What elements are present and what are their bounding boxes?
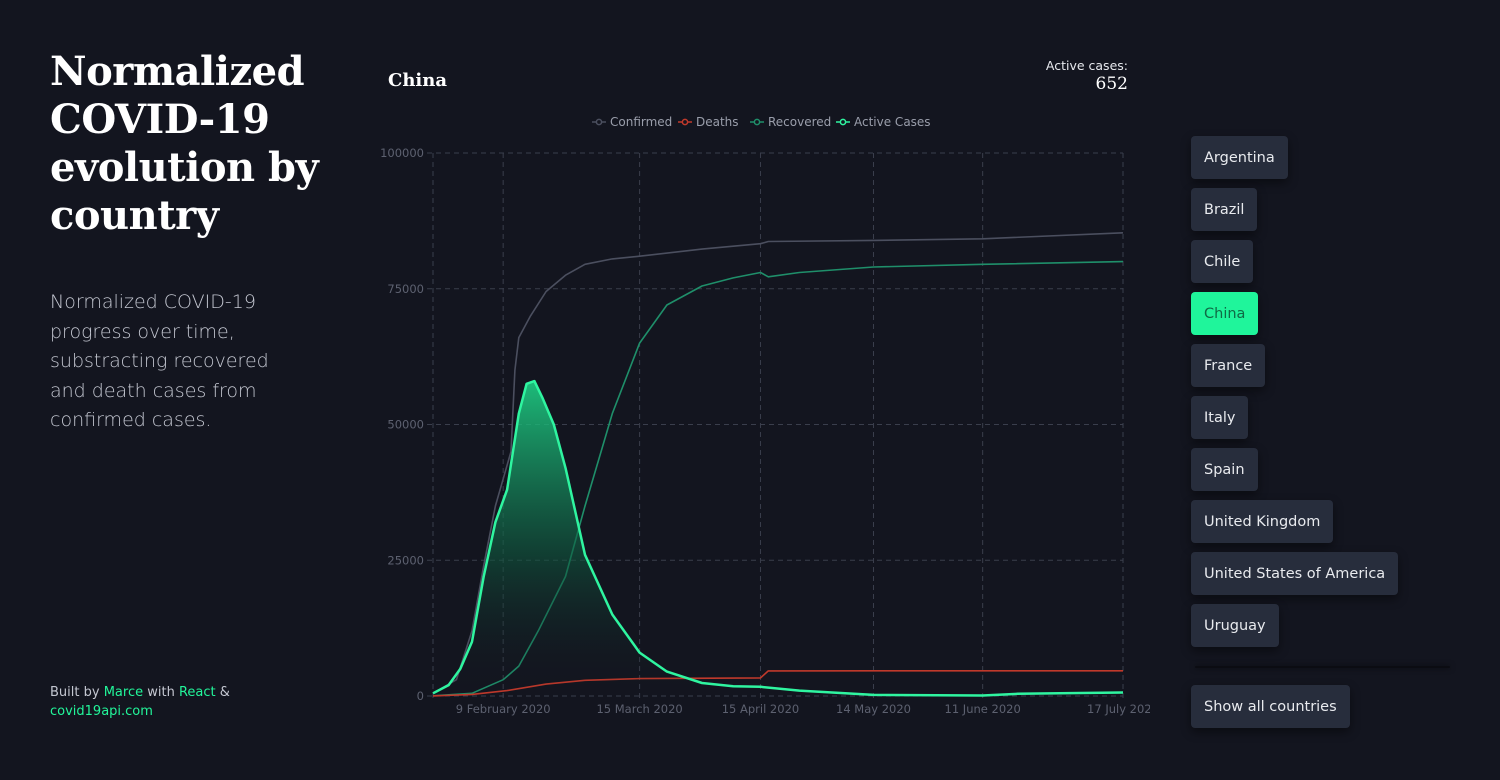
confirmed-line bbox=[432, 232, 1124, 694]
page-description: Normalized COVID-19 progress over time, … bbox=[50, 291, 269, 431]
x-tick-label: 14 May 2020 bbox=[836, 702, 911, 716]
active-cases-label: Active cases: bbox=[1045, 58, 1128, 73]
selected-country-title: China bbox=[388, 70, 448, 91]
show-all-countries-button[interactable]: Show all countries bbox=[1191, 685, 1350, 728]
legend-item-recovered: Recovered bbox=[750, 115, 831, 129]
legend-marker bbox=[753, 118, 761, 126]
x-tick-label: 11 June 2020 bbox=[945, 702, 1021, 716]
page-title: Normalized COVID-19 evolution by country bbox=[50, 48, 319, 239]
country-button-united-states-of-america[interactable]: United States of America bbox=[1191, 552, 1399, 595]
legend-marker bbox=[839, 118, 847, 126]
credits-prefix: Built by bbox=[50, 685, 100, 700]
country-list: Argentina Brazil Chile China France Italy Spai… bbox=[1191, 136, 1399, 656]
country-button-united-kingdom[interactable]: United Kingdom bbox=[1191, 500, 1334, 543]
api-link[interactable]: covid19api.com bbox=[50, 704, 153, 719]
credits-middle: with bbox=[147, 685, 175, 700]
y-tick-label: 100000 bbox=[380, 146, 424, 160]
country-button-france[interactable]: France bbox=[1191, 344, 1266, 387]
credits: Built by Marce with React & covid19api.c… bbox=[50, 683, 230, 721]
y-tick-label: 25000 bbox=[387, 553, 424, 567]
active-cases-area bbox=[433, 381, 1123, 696]
x-tick-label: 15 March 2020 bbox=[596, 702, 682, 716]
chart-panel: 0 25000 50000 75000 100000 9 February 2020 15 … bbox=[370, 50, 1150, 750]
legend-item-deaths: Deaths bbox=[678, 115, 739, 129]
author-link[interactable]: Marce bbox=[103, 685, 144, 700]
legend-marker bbox=[595, 118, 603, 126]
x-tick-label: 9 February 2020 bbox=[456, 702, 551, 716]
legend-label: Confirmed bbox=[610, 115, 672, 129]
x-tick-label: 17 July 2020 bbox=[1087, 702, 1150, 716]
legend-item-active-cases: Active Cases bbox=[836, 115, 931, 129]
country-button-argentina[interactable]: Argentina bbox=[1191, 136, 1288, 179]
x-tick-label: 15 April 2020 bbox=[722, 702, 800, 716]
react-link[interactable]: React bbox=[178, 685, 216, 700]
y-tick-label: 75000 bbox=[387, 282, 424, 296]
active-cases-summary: Active cases: 652 bbox=[1046, 58, 1128, 94]
country-button-brazil[interactable]: Brazil bbox=[1191, 188, 1258, 231]
country-button-spain[interactable]: Spain bbox=[1191, 448, 1258, 491]
active-cases-value: 652 bbox=[1095, 74, 1128, 94]
country-button-china[interactable]: China bbox=[1191, 292, 1259, 335]
legend-marker bbox=[681, 118, 689, 126]
y-tick-label: 50000 bbox=[387, 418, 424, 432]
country-button-chile[interactable]: Chile bbox=[1191, 240, 1254, 283]
y-tick-label: 0 bbox=[417, 689, 424, 703]
active-cases-line bbox=[432, 379, 1124, 697]
divider bbox=[1195, 666, 1450, 668]
legend-item-confirmed: Confirmed bbox=[592, 115, 672, 129]
legend-label: Active Cases bbox=[854, 115, 931, 129]
intro-panel: Normalized COVID-19 evolution by country… bbox=[50, 48, 340, 436]
legend-label: Recovered bbox=[768, 115, 831, 129]
credits-suffix: & bbox=[219, 685, 230, 700]
country-button-italy[interactable]: Italy bbox=[1191, 396, 1249, 439]
legend-label: Deaths bbox=[696, 115, 739, 129]
covid-chart: 0 25000 50000 75000 100000 9 February 2020 15 … bbox=[380, 115, 1150, 716]
country-button-uruguay[interactable]: Uruguay bbox=[1191, 604, 1279, 647]
